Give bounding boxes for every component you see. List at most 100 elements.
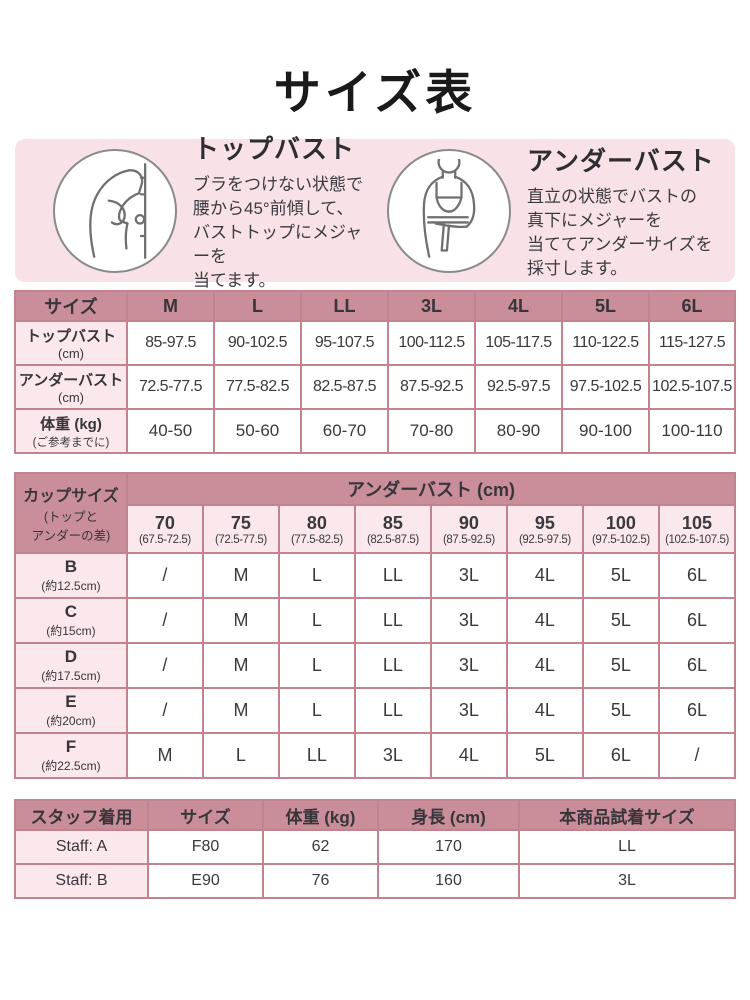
cup-table-group-header-row: カップサイズ (トップと アンダーの差) アンダーバスト (cm)	[13, 472, 737, 554]
cup-row-c: C (約15cm) / M L LL 3L 4L 5L 6L	[13, 597, 737, 644]
top-bust-line-4: 当てます。	[193, 270, 276, 290]
staff-fitting-table: スタッフ着用 サイズ 体重 (kg) 身長 (cm) 本商品試着サイズ Staf…	[14, 799, 736, 899]
top-bust-heading: トップバスト	[193, 133, 356, 164]
cup-row-label-d: D (約17.5cm)	[13, 642, 128, 689]
col-value: 100	[605, 512, 636, 533]
table-cell: 5L	[581, 687, 660, 734]
cup-diff: (約12.5cm)	[41, 579, 101, 593]
table-cell: 4L	[429, 732, 508, 779]
page-title: サイズ表	[273, 66, 477, 119]
corner-title: カップサイズ	[23, 488, 119, 505]
table-cell: 5L	[505, 732, 584, 779]
cup-row-d: D (約17.5cm) / M L LL 3L 4L 5L 6L	[13, 642, 737, 689]
table-cell: 95-107.5	[300, 320, 389, 366]
cup-row-e: E (約20cm) / M L LL 3L 4L 5L 6L	[13, 687, 737, 734]
under-bust-line-3: 当ててアンダーサイズを	[527, 234, 713, 254]
table-cell: 4L	[505, 552, 584, 599]
col-value: 85	[382, 512, 403, 533]
cup-diff: (約22.5cm)	[41, 759, 101, 773]
col-range: (87.5-92.5)	[443, 533, 495, 546]
size-col-header-5l: 5L	[561, 290, 650, 322]
size-header-corner: サイズ	[14, 290, 128, 322]
staff-row-a: Staff: A F80 62 170 LL	[14, 829, 736, 865]
under-bust-col-105: 105 (102.5-107.5)	[657, 504, 737, 554]
top-bust-line-3: バストトップにメジャーを	[193, 222, 363, 266]
table-cell: L	[277, 642, 356, 689]
table-cell: LL	[353, 687, 432, 734]
table-cell: 102.5-107.5	[648, 364, 736, 410]
col-value: 90	[458, 512, 479, 533]
table-cell: 3L	[353, 732, 432, 779]
under-bust-group-header: アンダーバスト (cm)	[125, 472, 737, 506]
row-label-sub: (cm)	[58, 390, 84, 405]
table-cell: 62	[262, 829, 379, 865]
table-cell: 115-127.5	[648, 320, 736, 366]
cup-row-f: F (約22.5cm) M L LL 3L 4L 5L 6L /	[13, 732, 737, 779]
col-range: (97.5-102.5)	[592, 533, 650, 546]
top-bust-row: トップバスト (cm) 85-97.5 90-102.5 95-107.5 10…	[14, 320, 736, 366]
cup-size-table: カップサイズ (トップと アンダーの差) アンダーバスト (cm) 70 (67…	[13, 472, 737, 779]
table-cell: 90-102.5	[213, 320, 302, 366]
table-cell: 160	[377, 863, 520, 899]
table-cell: 82.5-87.5	[300, 364, 389, 410]
table-cell: M	[201, 552, 280, 599]
table-cell: 6L	[581, 732, 660, 779]
table-cell: /	[125, 552, 204, 599]
col-value: 105	[681, 512, 713, 533]
under-bust-line-4: 採寸します。	[527, 258, 628, 278]
cup-row-b: B (約12.5cm) / M L LL 3L 4L 5L 6L	[13, 552, 737, 599]
table-cell: 6L	[657, 597, 737, 644]
row-label-sub: (cm)	[58, 346, 84, 361]
table-cell: 3L	[429, 642, 508, 689]
under-bust-line-1: 直立の状態でバストの	[527, 186, 697, 206]
row-label-text: 体重 (kg)	[40, 415, 102, 433]
size-col-header-6l: 6L	[648, 290, 736, 322]
table-cell: F80	[147, 829, 264, 865]
table-cell: 100-112.5	[387, 320, 476, 366]
col-range: (82.5-87.5)	[367, 533, 419, 546]
table-cell: 100-110	[648, 408, 736, 454]
col-range: (92.5-97.5)	[519, 533, 571, 546]
table-cell: 4L	[505, 597, 584, 644]
table-cell: 85-97.5	[126, 320, 215, 366]
corner-sub-1: (トップと	[43, 510, 99, 524]
table-cell: 76	[262, 863, 379, 899]
size-col-header-4l: 4L	[474, 290, 563, 322]
table-cell: 3L	[429, 687, 508, 734]
cup-diff: (約20cm)	[46, 714, 96, 728]
under-bust-guide: アンダーバスト 直立の状態でバストの 真下にメジャーを 当ててアンダーサイズを …	[375, 141, 735, 281]
under-bust-heading: アンダーバスト	[527, 145, 715, 176]
table-cell: 6L	[657, 642, 737, 689]
top-bust-line-2: 腰から45°前傾して、	[193, 198, 354, 218]
table-cell: /	[125, 597, 204, 644]
size-col-header-l: L	[213, 290, 302, 322]
cup-table-corner: カップサイズ (トップと アンダーの差)	[13, 472, 128, 554]
cup-letter: F	[65, 737, 77, 756]
table-cell: 90-100	[561, 408, 650, 454]
cup-table-subheader-row: 70 (67.5-72.5) 75 (72.5-77.5) 80 (77.5-8…	[15, 504, 737, 554]
under-bust-row: アンダーバスト (cm) 72.5-77.5 77.5-82.5 82.5-87…	[14, 364, 736, 410]
table-cell: 50-60	[213, 408, 302, 454]
table-cell: 4L	[505, 687, 584, 734]
row-label-text: アンダーバスト	[18, 372, 124, 389]
table-cell: L	[201, 732, 280, 779]
table-cell: 97.5-102.5	[561, 364, 650, 410]
size-col-header-3l: 3L	[387, 290, 476, 322]
staff-label-a: Staff: A	[14, 829, 149, 865]
under-bust-line-2: 真下にメジャーを	[527, 210, 663, 230]
col-range: (102.5-107.5)	[665, 533, 729, 546]
row-label-sub: (ご参考までに)	[32, 436, 110, 449]
weight-row: 体重 (kg) (ご参考までに) 40-50 50-60 60-70 70-80…	[14, 408, 736, 454]
cup-letter: B	[64, 557, 78, 576]
top-bust-guide: トップバスト ブラをつけない状態で 腰から45°前傾して、 バストトップにメジャ…	[15, 129, 375, 293]
standing-measure-figure-icon	[387, 148, 511, 273]
table-cell: 3L	[429, 597, 508, 644]
table-cell: 6L	[657, 687, 737, 734]
col-value: 70	[154, 512, 175, 533]
table-cell: 110-122.5	[561, 320, 650, 366]
staff-header-tried-size: 本商品試着サイズ	[518, 799, 736, 831]
table-cell: /	[657, 732, 737, 779]
bend-forward-measure-figure-icon	[53, 148, 177, 273]
cup-diff: (約17.5cm)	[41, 669, 101, 683]
table-cell: 70-80	[387, 408, 476, 454]
